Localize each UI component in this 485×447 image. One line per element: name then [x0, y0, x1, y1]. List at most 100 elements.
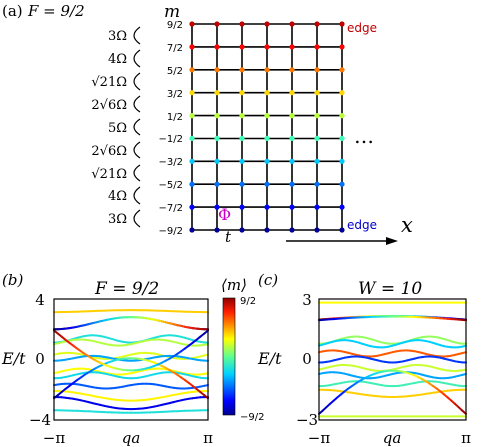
panel-b-band-7 [203, 372, 209, 375]
lattice-site [289, 181, 295, 187]
x-axis-arrow [286, 237, 398, 245]
panel-c-title: W = 10 [358, 279, 422, 299]
lattice-site [314, 204, 320, 210]
lattice-site [339, 135, 345, 141]
lattice-site [214, 204, 220, 210]
colorbar-gradient [222, 297, 236, 416]
lattice-site [214, 113, 220, 119]
lattice-site [189, 135, 195, 141]
spin-title: F = 9/2 [27, 2, 85, 20]
coupling-label: 2√6Ω [91, 144, 127, 159]
hopping-label: t [225, 228, 232, 246]
lattice-site [239, 113, 245, 119]
coupling-label: 4Ω [108, 189, 127, 204]
lattice-site [289, 67, 295, 73]
panel-c-band-7 [461, 368, 467, 372]
colorbar: ⟨m⟩ 9/2 −9/2 [221, 276, 264, 423]
lattice-site [214, 181, 220, 187]
lattice-site [339, 227, 345, 233]
panel-b-label: (b) [2, 271, 23, 289]
panel-c-band-8 [461, 373, 467, 376]
panel-c-band-5 [461, 351, 467, 355]
lattice-site [189, 204, 195, 210]
m-level-labels: 9/2 7/2 5/2 3/2 1/2 −1/2 −3/2 −5/2 −7/2 … [159, 20, 183, 237]
lattice-site [264, 158, 270, 164]
top-edge-label: edge [347, 21, 377, 35]
panel-b-ytick: −4 [29, 411, 51, 429]
ellipsis: … [354, 124, 374, 148]
lattice-site [189, 113, 195, 119]
panel-c-xtick: π [461, 429, 471, 447]
lattice-site [289, 21, 295, 27]
panel-c-band-4 [461, 344, 467, 348]
lattice-site [189, 21, 195, 27]
lattice-site [289, 227, 295, 233]
lattice-site [339, 158, 345, 164]
lattice-site [189, 158, 195, 164]
coupling-label: 3Ω [108, 212, 127, 227]
panel-b-band-4 [203, 343, 209, 346]
lattice-site [239, 21, 245, 27]
panel-c-band-12 [461, 409, 467, 415]
panel-b-xtick: −π [43, 429, 66, 447]
m-level-label: −5/2 [159, 180, 183, 191]
flux-label: Φ [218, 205, 231, 224]
lattice-site [214, 21, 220, 27]
lattice-site [239, 67, 245, 73]
m-level-label: 7/2 [167, 43, 183, 54]
coupling-label: 3Ω [108, 29, 127, 44]
lattice-site [314, 44, 320, 50]
panel-b-ylabel: E/t [1, 349, 26, 368]
lattice-site [214, 135, 220, 141]
m-level-label: −1/2 [159, 134, 183, 145]
panel-c-ytick: 0 [302, 350, 312, 368]
lattice-site [264, 204, 270, 210]
lattice-site [314, 181, 320, 187]
lattice-site [264, 135, 270, 141]
coupling-label: 4Ω [108, 52, 127, 67]
lattice-site [264, 67, 270, 73]
lattice-site [264, 44, 270, 50]
lattice-sites [189, 21, 345, 233]
m-level-label: −7/2 [159, 203, 183, 214]
lattice-site [214, 67, 220, 73]
panel-b-xlabel: qa [122, 429, 141, 447]
lattice-site [289, 90, 295, 96]
lattice-site [314, 158, 320, 164]
lattice-site [264, 21, 270, 27]
panel-b-ytick: 0 [35, 350, 45, 368]
lattice-site [264, 113, 270, 119]
lattice-site [314, 90, 320, 96]
lattice-site [314, 67, 320, 73]
lattice-site [314, 113, 320, 119]
lattice-site [339, 67, 345, 73]
lattice-site [239, 204, 245, 210]
panel-b-band-14 [203, 329, 209, 335]
lattice-site [189, 227, 195, 233]
panel-b-band-13 [203, 394, 209, 400]
lattice-site [264, 90, 270, 96]
panel-c-frame [318, 298, 467, 421]
panel-c-ytick: 3 [302, 291, 312, 309]
colorbar-min-label: −9/2 [240, 412, 264, 423]
m-level-label: −9/2 [159, 226, 183, 237]
lattice-site [339, 90, 345, 96]
m-level-label: −3/2 [159, 157, 183, 168]
lattice-grid [191, 23, 343, 231]
m-level-label: 3/2 [167, 89, 183, 100]
lattice-site [289, 135, 295, 141]
lattice-site [339, 44, 345, 50]
colorbar-title: ⟨m⟩ [221, 276, 247, 294]
lattice-site [314, 135, 320, 141]
lattice-site [289, 204, 295, 210]
lattice-site [289, 113, 295, 119]
lattice-site [339, 181, 345, 187]
coupling-labels: 3Ω 4Ω √21Ω 2√6Ω 5Ω 2√6Ω √21Ω 4Ω 3Ω [91, 29, 127, 227]
lattice-site [289, 158, 295, 164]
panel-c-xtick: −π [308, 429, 331, 447]
panel-b-frame [53, 298, 209, 421]
panel-b: (b) F = 9/2 E/t 4 0 −4 −π π qa [1, 271, 213, 447]
lattice-site [239, 158, 245, 164]
lattice-site [314, 21, 320, 27]
